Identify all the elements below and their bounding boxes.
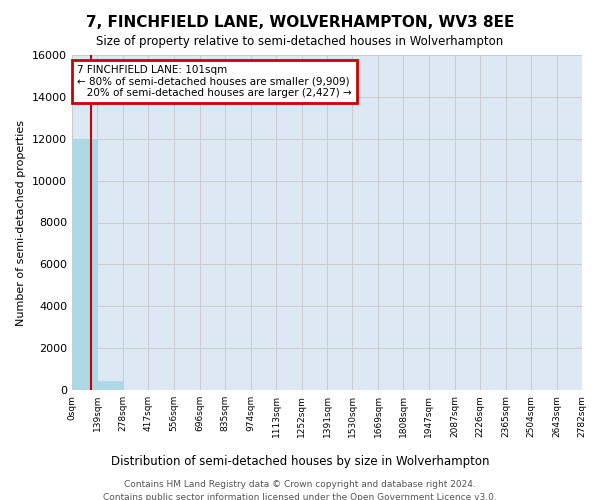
Y-axis label: Number of semi-detached properties: Number of semi-detached properties	[16, 120, 26, 326]
Bar	[98, 380, 123, 390]
Text: Distribution of semi-detached houses by size in Wolverhampton: Distribution of semi-detached houses by …	[111, 455, 489, 468]
Text: Contains HM Land Registry data © Crown copyright and database right 2024.: Contains HM Land Registry data © Crown c…	[124, 480, 476, 489]
Text: 7, FINCHFIELD LANE, WOLVERHAMPTON, WV3 8EE: 7, FINCHFIELD LANE, WOLVERHAMPTON, WV3 8…	[86, 15, 514, 30]
Bar	[72, 138, 97, 390]
Text: Size of property relative to semi-detached houses in Wolverhampton: Size of property relative to semi-detach…	[97, 35, 503, 48]
Text: Contains public sector information licensed under the Open Government Licence v3: Contains public sector information licen…	[103, 492, 497, 500]
Text: 7 FINCHFIELD LANE: 101sqm
← 80% of semi-detached houses are smaller (9,909)
   2: 7 FINCHFIELD LANE: 101sqm ← 80% of semi-…	[77, 65, 352, 98]
